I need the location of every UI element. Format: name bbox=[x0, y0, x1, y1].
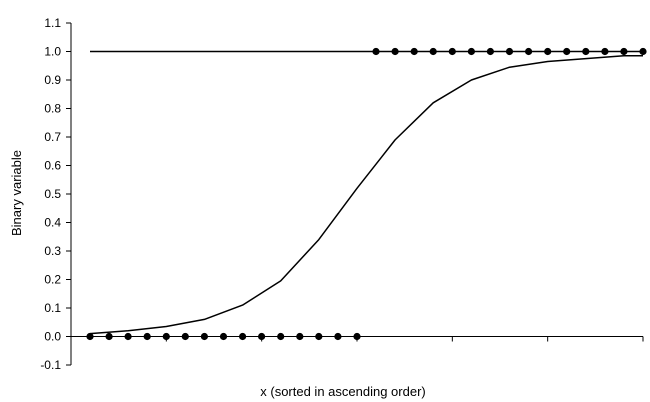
data-point bbox=[124, 332, 132, 341]
data-point bbox=[162, 332, 170, 341]
data-point bbox=[639, 47, 647, 56]
series-layer bbox=[86, 47, 647, 341]
y-tick-label: 0.0 bbox=[44, 330, 61, 344]
data-point bbox=[239, 332, 247, 341]
data-point bbox=[86, 332, 94, 341]
data-point bbox=[429, 47, 437, 56]
data-point bbox=[620, 47, 628, 56]
data-point bbox=[486, 47, 494, 56]
axes bbox=[70, 23, 643, 365]
data-point bbox=[410, 47, 418, 56]
y-tick-label: 1.0 bbox=[44, 45, 61, 59]
y-tick-label: 0.4 bbox=[44, 216, 61, 230]
y-axis-ticks: -0.1 0.0 0.1 0.2 0.3 0.4 0.5 0.6 0.7 0.8 0.9 1.0 1.1 bbox=[40, 16, 71, 372]
y-tick-label: 0.6 bbox=[44, 159, 61, 173]
data-point bbox=[372, 47, 380, 56]
data-point bbox=[582, 47, 590, 56]
data-point bbox=[544, 47, 552, 56]
data-point bbox=[353, 332, 361, 341]
y-axis-title: Binary variable bbox=[9, 150, 24, 236]
data-point bbox=[448, 47, 456, 56]
data-point bbox=[467, 47, 475, 56]
x-axis-title: x (sorted in ascending order) bbox=[260, 384, 425, 399]
y-tick-label: 0.7 bbox=[44, 130, 61, 144]
y-tick-label: 0.9 bbox=[44, 73, 61, 87]
data-point bbox=[200, 332, 208, 341]
data-point bbox=[563, 47, 571, 56]
data-point bbox=[277, 332, 285, 341]
data-point bbox=[391, 47, 399, 56]
data-point bbox=[505, 47, 514, 56]
data-point bbox=[105, 332, 113, 341]
data-point bbox=[525, 47, 533, 56]
data-point bbox=[219, 332, 228, 341]
y-tick-label: -0.1 bbox=[40, 358, 61, 372]
fitted-curve bbox=[89, 55, 643, 335]
y-tick-label: 1.1 bbox=[44, 16, 61, 30]
y-tick-label: 0.2 bbox=[44, 273, 61, 287]
data-point bbox=[296, 332, 304, 341]
y-tick-label: 0.1 bbox=[44, 301, 61, 315]
data-point bbox=[601, 47, 609, 56]
data-point bbox=[181, 332, 189, 341]
data-point bbox=[334, 332, 342, 341]
data-point bbox=[143, 332, 151, 341]
data-point bbox=[258, 332, 266, 341]
y-tick-label: 0.5 bbox=[44, 187, 61, 201]
y-tick-label: 0.3 bbox=[44, 244, 61, 258]
y-tick-label: 0.8 bbox=[44, 102, 61, 116]
data-point bbox=[315, 332, 323, 341]
